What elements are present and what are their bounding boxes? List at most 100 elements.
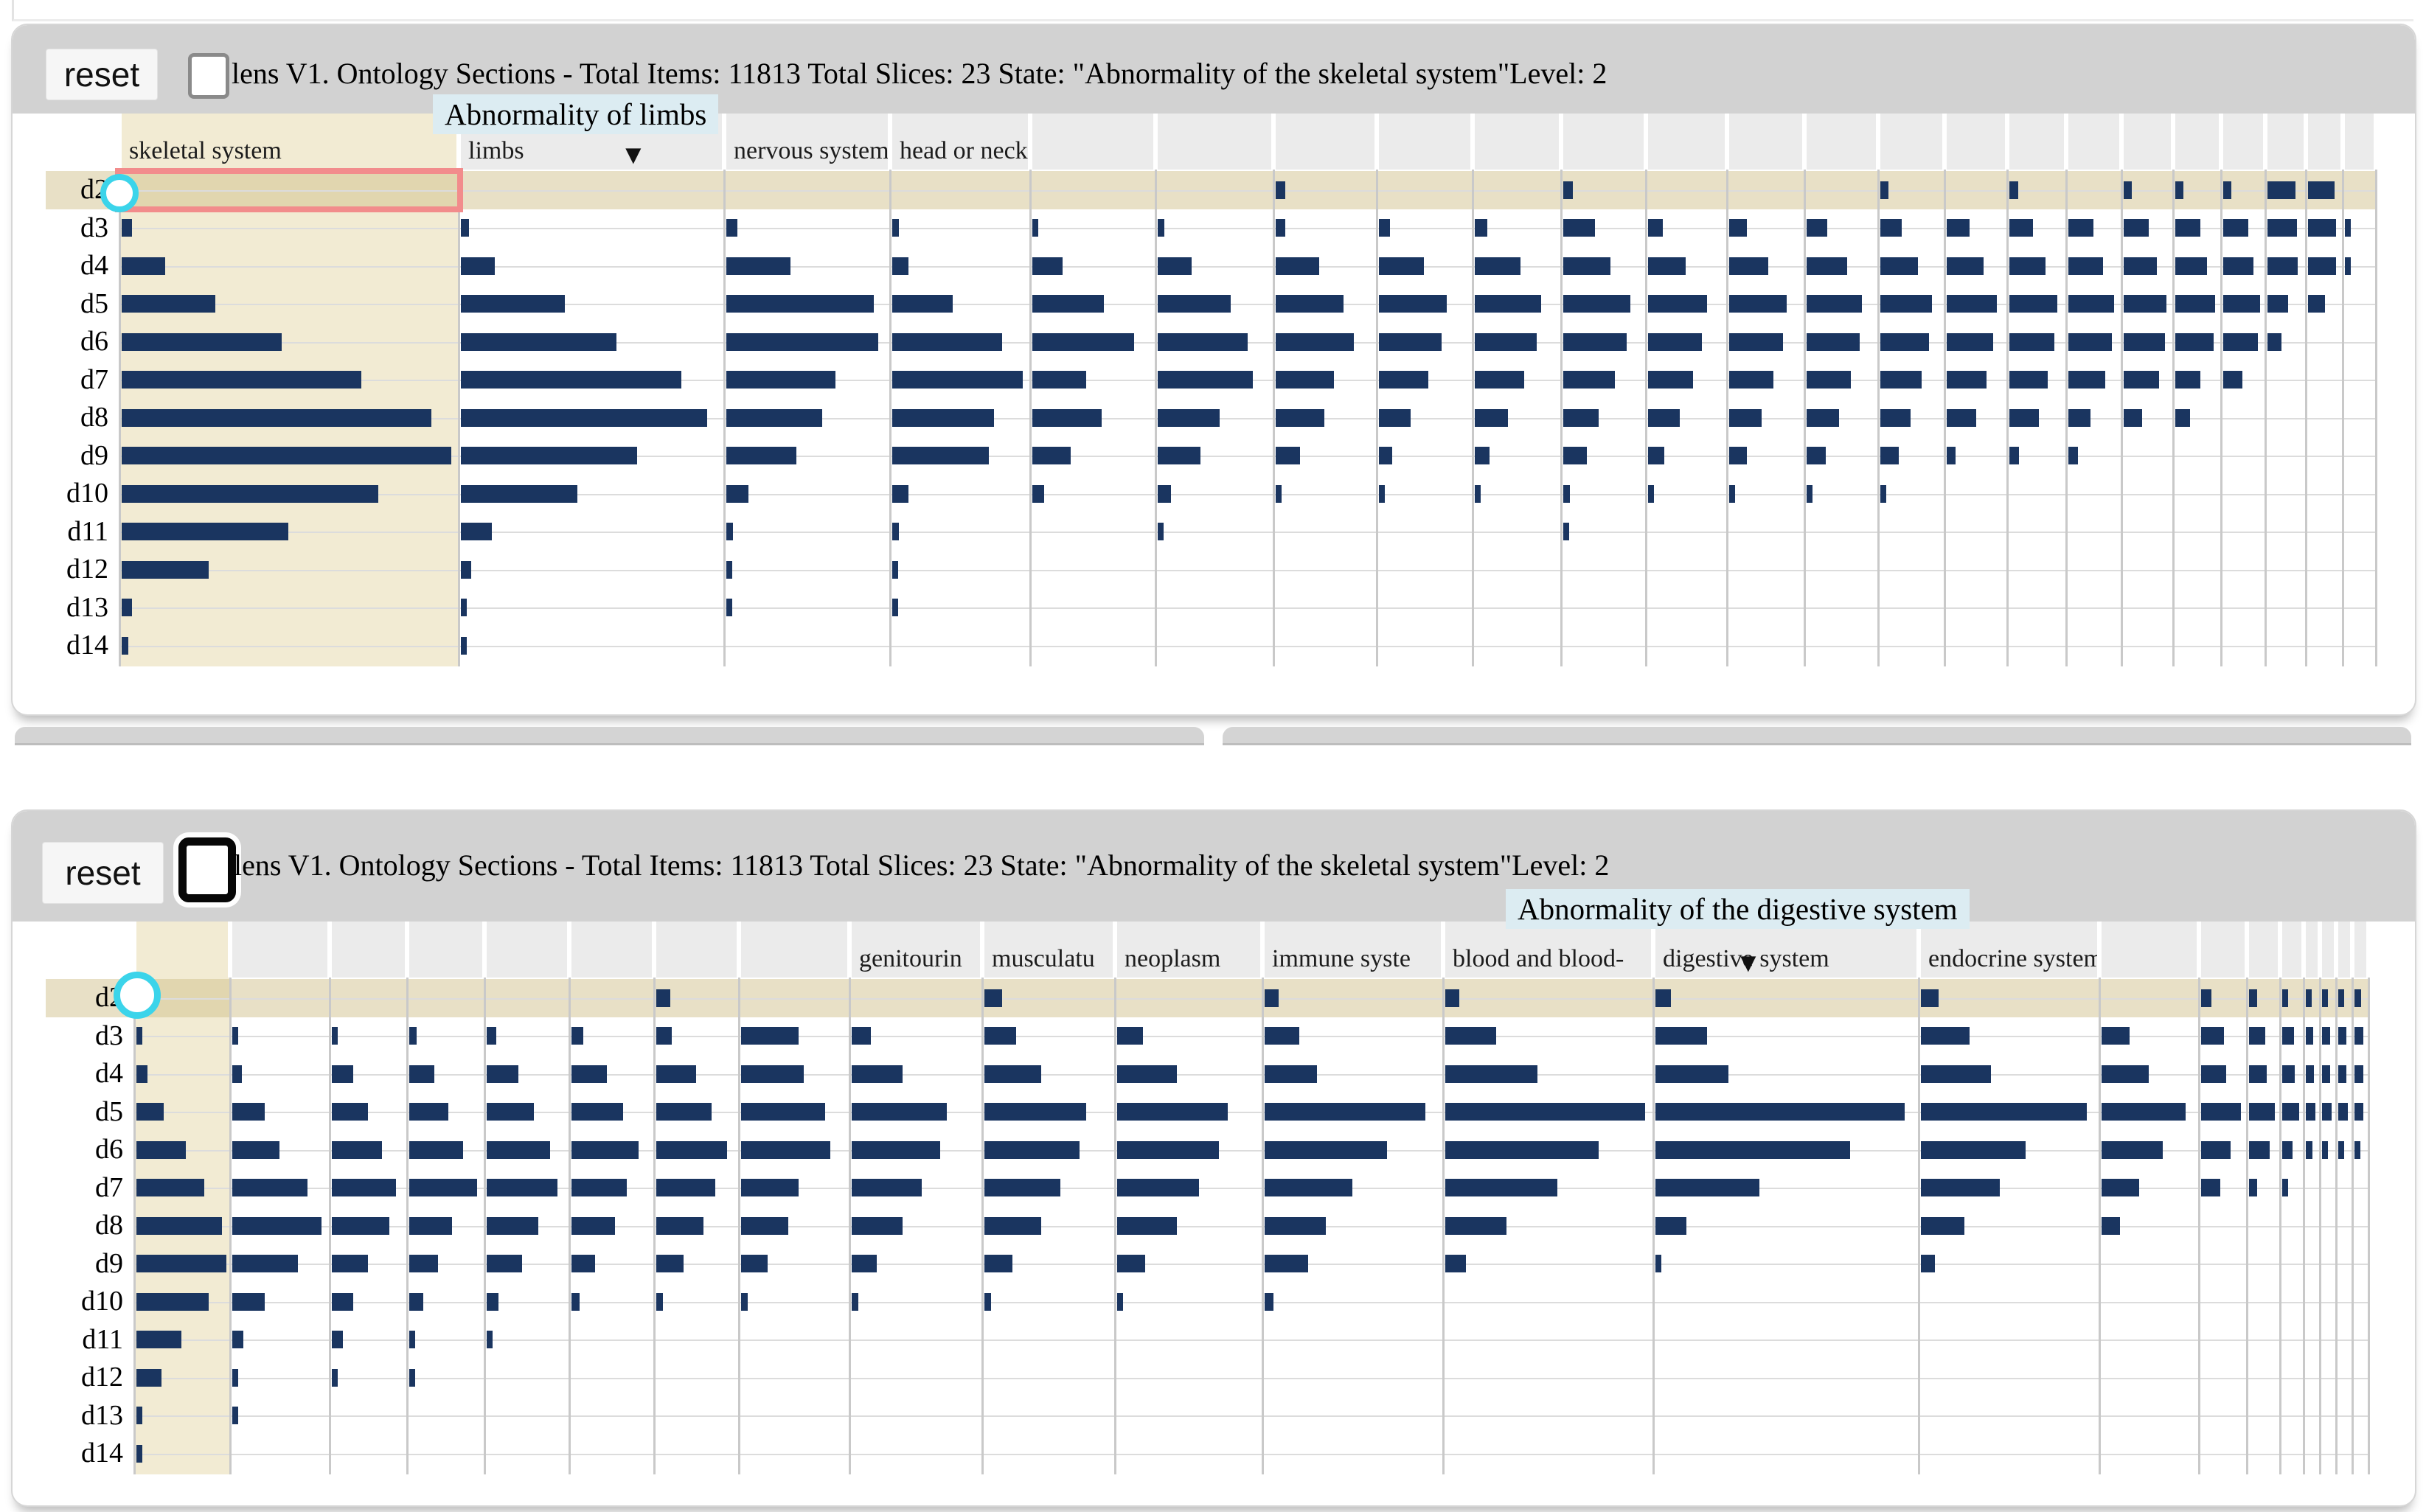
column-header-2[interactable]: [332, 922, 405, 978]
value-bar-d5-col20: [2223, 295, 2260, 313]
column-header-blood-and-blood-[interactable]: blood and blood-: [1445, 922, 1651, 978]
value-bar-d7-col4: [892, 371, 1023, 389]
value-bar-d7-col18: [2249, 1179, 2258, 1197]
column-header-5[interactable]: [1158, 114, 1271, 170]
value-bar-d11-col2: [232, 1331, 244, 1349]
column-header-neoplasm[interactable]: neoplasm: [1117, 922, 1260, 978]
column-header-19[interactable]: [2306, 922, 2318, 978]
column-header-immune-syste[interactable]: immune syste: [1265, 922, 1441, 978]
value-bar-d5-col6: [1158, 295, 1231, 313]
value-bar-d4-col8: [1379, 257, 1424, 275]
value-bar-d8-col6: [571, 1216, 615, 1235]
column-header-9[interactable]: [1563, 114, 1644, 170]
column-header-14[interactable]: [1947, 114, 2005, 170]
column-header-endocrine-system[interactable]: endocrine system: [1921, 922, 2097, 978]
value-bar-d13-col4: [892, 599, 898, 617]
column-separator: [653, 978, 656, 1474]
value-bar-d10-col12: [1729, 484, 1735, 503]
column-separator: [1155, 170, 1157, 666]
column-header-head-or-neck[interactable]: head or neck: [892, 114, 1028, 170]
column-separator: [2246, 978, 2248, 1474]
column-separator: [1114, 978, 1116, 1474]
column-separator: [1472, 170, 1474, 666]
column-header-19[interactable]: [2223, 114, 2263, 170]
column-header-20[interactable]: [2322, 922, 2334, 978]
column-header-10[interactable]: [1648, 114, 1725, 170]
value-bar-d5-col10: [1563, 295, 1630, 313]
value-bar-d13-col2: [232, 1407, 238, 1425]
column-header-22[interactable]: [2354, 922, 2366, 978]
value-bar-d3-col14: [1655, 1027, 1708, 1045]
value-bar-d5-col22: [2308, 295, 2326, 313]
column-header-7[interactable]: [1379, 114, 1470, 170]
value-bar-d7-col3: [332, 1179, 397, 1197]
column-separator: [2368, 978, 2370, 1474]
value-bar-d3-col2: [232, 1027, 238, 1045]
column-separator: [569, 978, 571, 1474]
column-header-17[interactable]: [2124, 114, 2171, 170]
column-separator: [2342, 170, 2344, 666]
column-header-0[interactable]: [136, 922, 228, 978]
column-header-11[interactable]: [1729, 114, 1802, 170]
column-header-8[interactable]: [1475, 114, 1559, 170]
value-bar-d3-col1: [122, 219, 132, 237]
column-header-3[interactable]: [409, 922, 482, 978]
column-header-16[interactable]: [2201, 922, 2245, 978]
column-header-musculatu[interactable]: musculatu: [984, 922, 1113, 978]
value-bar-d2-col12: [1265, 989, 1279, 1007]
reset-button[interactable]: reset: [46, 49, 158, 100]
column-header-22[interactable]: [2345, 114, 2374, 170]
value-bar-d3-col5: [487, 1027, 496, 1045]
value-bar-d5-col14: [1655, 1103, 1905, 1121]
column-header-digestive-system[interactable]: digestive system ▼: [1655, 922, 1916, 978]
value-bar-d7-col18: [2124, 371, 2160, 389]
column-header-21[interactable]: [2308, 114, 2340, 170]
column-header-21[interactable]: [2338, 922, 2350, 978]
column-header-7[interactable]: [741, 922, 847, 978]
value-bar-d4-col14: [1880, 257, 1918, 275]
value-bar-d12-col3: [726, 560, 732, 579]
column-header-12[interactable]: [1807, 114, 1876, 170]
column-header-18[interactable]: [2175, 114, 2219, 170]
value-bar-d9-col6: [571, 1255, 596, 1273]
value-bar-d13-col3: [726, 599, 732, 617]
collapsed-panel-2[interactable]: [1223, 727, 2411, 745]
value-bar-d9-col1: [136, 1255, 226, 1273]
value-bar-d7-col8: [1379, 371, 1429, 389]
column-separator: [981, 978, 984, 1474]
column-header-skeletal-system[interactable]: skeletal system: [122, 114, 456, 170]
collapsed-panel-1[interactable]: [15, 727, 1204, 745]
lens-checkbox[interactable]: [188, 53, 229, 99]
value-bar-d3-col8: [741, 1027, 799, 1045]
column-header-5[interactable]: [571, 922, 652, 978]
value-bar-d6-col12: [1265, 1140, 1387, 1159]
column-header-17[interactable]: [2249, 922, 2278, 978]
column-header-15[interactable]: [2009, 114, 2064, 170]
column-header-16[interactable]: [2068, 114, 2119, 170]
value-bar-d7-col15: [1921, 1179, 2000, 1197]
column-header-6[interactable]: [656, 922, 737, 978]
lens-cursor-circle[interactable]: [100, 174, 139, 212]
column-header-20[interactable]: [2267, 114, 2304, 170]
column-header-4[interactable]: [487, 922, 567, 978]
column-separator: [1442, 978, 1445, 1474]
column-header-1[interactable]: [232, 922, 327, 978]
reset-button[interactable]: reset: [42, 842, 164, 904]
lens-cursor-circle[interactable]: [114, 972, 161, 1019]
value-bar-d4-col15: [1947, 257, 1984, 275]
column-header-6[interactable]: [1276, 114, 1374, 170]
value-bar-d12-col4: [892, 560, 898, 579]
column-header-4[interactable]: [1032, 114, 1153, 170]
value-bar-d6-col8: [1379, 332, 1442, 351]
column-header-nervous-system[interactable]: nervous system: [726, 114, 888, 170]
value-bar-d12-col1: [122, 560, 209, 579]
column-header-15[interactable]: [2102, 922, 2197, 978]
column-header-13[interactable]: [1880, 114, 1942, 170]
cropped-panel-edge: [12, 0, 2413, 21]
lens-checkbox[interactable]: [178, 837, 236, 902]
value-bar-d9-col4: [892, 447, 990, 465]
column-header-genitourin[interactable]: genitourin: [852, 922, 980, 978]
column-header-18[interactable]: [2282, 922, 2301, 978]
sort-descending-icon: ▼: [1735, 948, 1762, 978]
